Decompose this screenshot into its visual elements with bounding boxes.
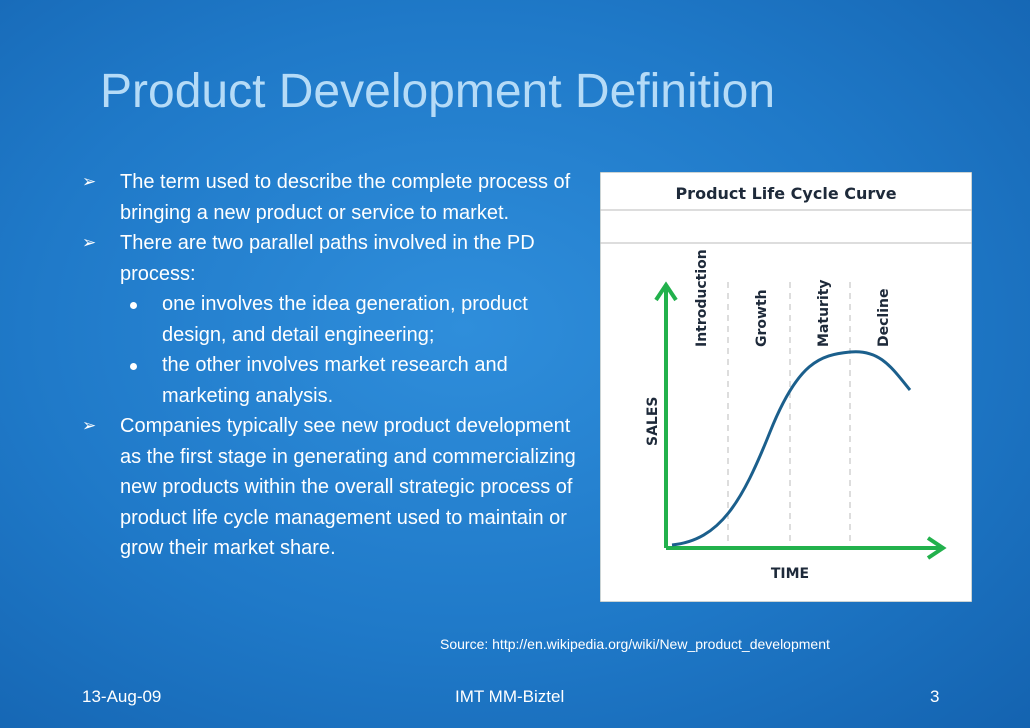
figure: Product Life Cycle Curve Introduction Gr… (600, 172, 972, 602)
footer-center: IMT MM-Biztel (455, 687, 565, 706)
figure-title: Product Life Cycle Curve (675, 184, 896, 203)
footer-date: 13-Aug-09 (82, 687, 162, 706)
x-axis-label: TIME (771, 566, 809, 582)
bullet-text: The term used to describe the complete p… (120, 171, 571, 224)
stage-label: Maturity (816, 279, 832, 347)
y-axis-label: SALES (645, 397, 661, 447)
curve (671, 350, 912, 547)
slide-title: Product Development Definition (100, 65, 776, 118)
sub-bullet: the other involves market research and m… (80, 350, 595, 411)
page-number: 3 (930, 687, 940, 706)
axes (654, 281, 947, 560)
sub-bullet-text: the other involves market research and m… (162, 354, 508, 407)
bullet: ➢ The term used to describe the complete … (80, 167, 595, 228)
stage-label: Decline (876, 289, 892, 347)
stage-label: Introduction (694, 249, 710, 347)
bullet-list: ➢ The term used to describe the complete … (80, 167, 595, 564)
bullet-text: Companies typically see new product deve… (120, 415, 576, 559)
stage-label: Growth (754, 289, 770, 347)
sub-bullet-text: one involves the idea generation, produc… (162, 293, 528, 346)
sub-bullet: one involves the idea generation, produc… (80, 289, 595, 350)
stage-dividers (727, 282, 851, 546)
bullet: ➢ There are two parallel paths involved i… (80, 228, 595, 289)
source: Source: http://en.wikipedia.org/wiki/New… (440, 636, 830, 652)
bullet-text: There are two parallel paths involved in… (120, 232, 535, 285)
bullet: ➢ Companies typically see new product dev… (80, 411, 595, 564)
figure-frame (600, 172, 972, 602)
